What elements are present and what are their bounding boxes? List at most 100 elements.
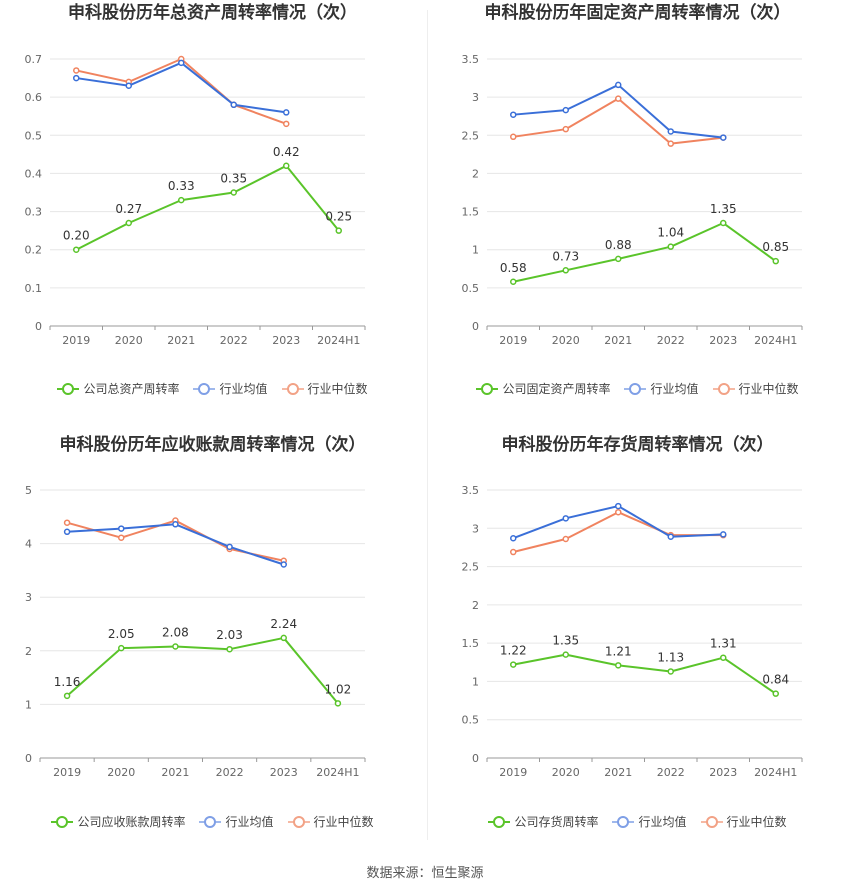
data-point-company[interactable] [178,196,185,204]
legend-marker-median [700,815,723,828]
line-chart: 0 0.5 1 1.5 2 2.5 3 3.5 2019 2020 2021 2022 2023 2024… [462,53,803,347]
data-point-company[interactable] [226,645,233,653]
data-point-company[interactable] [562,267,569,274]
data-point-company[interactable] [73,246,80,253]
data-point-company[interactable] [562,651,569,658]
data-point-avg[interactable] [615,81,622,89]
legend-label-avg: 行业均值 [638,815,687,829]
data-point-avg[interactable] [283,109,290,116]
data-point-company[interactable] [335,227,342,234]
legend-item-avg[interactable]: 行业均值 [193,380,268,397]
data-point-avg[interactable] [510,111,517,118]
chart-legend: 公司固定资产周转率 行业均值 行业中位数 [425,380,850,397]
data-point-avg[interactable] [667,128,674,135]
data-point-median[interactable] [73,67,80,74]
y-tick-label: 0.6 [25,91,43,104]
y-tick-label: 0 [472,320,479,333]
data-point-avg[interactable] [562,106,569,114]
data-label: 0.42 [273,145,300,159]
series-line-company [75,164,340,251]
data-point-company[interactable] [667,243,674,250]
y-tick-label: 0.2 [25,244,43,257]
data-point-median[interactable] [283,120,290,128]
data-point-avg[interactable] [615,502,622,510]
data-point-median[interactable] [615,95,622,102]
legend-item-company[interactable]: 公司总资产周转率 [57,380,179,397]
legend-item-avg[interactable]: 行业均值 [199,813,274,830]
x-tick-label: 2023 [270,766,298,779]
legend-label-median: 行业中位数 [726,815,787,829]
legend-label-company: 公司总资产周转率 [83,382,180,396]
data-point-median[interactable] [667,140,674,147]
data-point-median[interactable] [562,535,569,543]
data-point-company[interactable] [510,278,517,286]
data-point-avg[interactable] [280,561,287,568]
legend-item-median[interactable]: 行业中位数 [281,380,368,397]
data-point-avg[interactable] [125,82,132,89]
data-point-avg[interactable] [562,515,569,522]
y-tick-label: 2.5 [462,129,480,142]
data-point-company[interactable] [772,257,779,265]
data-point-company[interactable] [720,654,727,661]
data-point-company[interactable] [280,634,287,642]
data-point-company[interactable] [720,219,727,227]
data-label: 2.03 [216,628,243,642]
data-point-avg[interactable] [118,525,125,532]
legend-marker-company [488,815,511,828]
legend-item-avg[interactable]: 行业均值 [612,813,687,830]
data-point-median[interactable] [63,519,71,526]
data-point-avg[interactable] [63,528,71,536]
data-point-company[interactable] [334,700,342,707]
data-point-avg[interactable] [226,543,233,551]
data-point-company[interactable] [772,690,779,697]
data-point-median[interactable] [118,534,125,541]
x-tick-label: 2024H1 [754,766,797,779]
x-tick-label: 2020 [552,334,580,347]
legend-label-avg: 行业均值 [219,382,268,396]
legend-label-company: 公司固定资产周转率 [502,382,611,396]
data-point-company[interactable] [615,662,622,669]
data-point-company[interactable] [63,692,71,700]
data-point-company[interactable] [172,643,179,650]
data-point-avg[interactable] [720,134,727,141]
data-label: 1.04 [657,226,684,240]
data-point-median[interactable] [510,548,517,556]
data-point-company[interactable] [615,255,622,263]
data-point-company[interactable] [667,668,674,675]
data-point-avg[interactable] [720,531,727,538]
y-tick-label: 5 [25,484,32,497]
series-line-company [513,653,777,695]
x-tick-label: 2021 [604,766,632,779]
data-point-median[interactable] [615,508,622,516]
legend-item-company[interactable]: 公司存货周转率 [488,813,598,830]
y-tick-label: 2 [25,645,32,658]
data-point-avg[interactable] [178,59,185,67]
data-point-avg[interactable] [172,521,179,528]
x-tick-label: 2022 [657,334,685,347]
data-point-company[interactable] [230,189,237,196]
x-tick-label: 2022 [216,766,244,779]
series-line-median [513,97,724,145]
legend-item-company[interactable]: 公司固定资产周转率 [476,380,610,397]
data-point-avg[interactable] [230,101,237,109]
legend-item-avg[interactable]: 行业均值 [624,380,699,397]
legend-marker-median [712,382,735,395]
x-tick-label: 2024H1 [754,334,797,347]
y-tick-label: 2 [472,599,479,612]
data-label: 1.21 [605,644,632,658]
legend-item-median[interactable]: 行业中位数 [287,813,374,830]
data-point-company[interactable] [510,661,517,668]
data-point-avg[interactable] [510,534,517,542]
data-point-company[interactable] [283,162,290,170]
legend-item-median[interactable]: 行业中位数 [700,813,787,830]
legend-item-company[interactable]: 公司应收账款周转率 [51,813,185,830]
data-point-avg[interactable] [73,74,80,82]
chart-panel-fixed-asset-turnover: 申科股份历年固定资产周转率情况（次） 0 0.5 1 1.5 2 2.5 3 3.5 2019 2… [425,0,850,430]
data-point-company[interactable] [118,644,125,652]
legend-item-median[interactable]: 行业中位数 [712,380,799,397]
data-point-median[interactable] [562,125,569,133]
data-label: 1.35 [552,634,579,648]
data-point-avg[interactable] [667,533,674,540]
data-point-company[interactable] [125,219,132,227]
data-point-median[interactable] [510,133,517,141]
